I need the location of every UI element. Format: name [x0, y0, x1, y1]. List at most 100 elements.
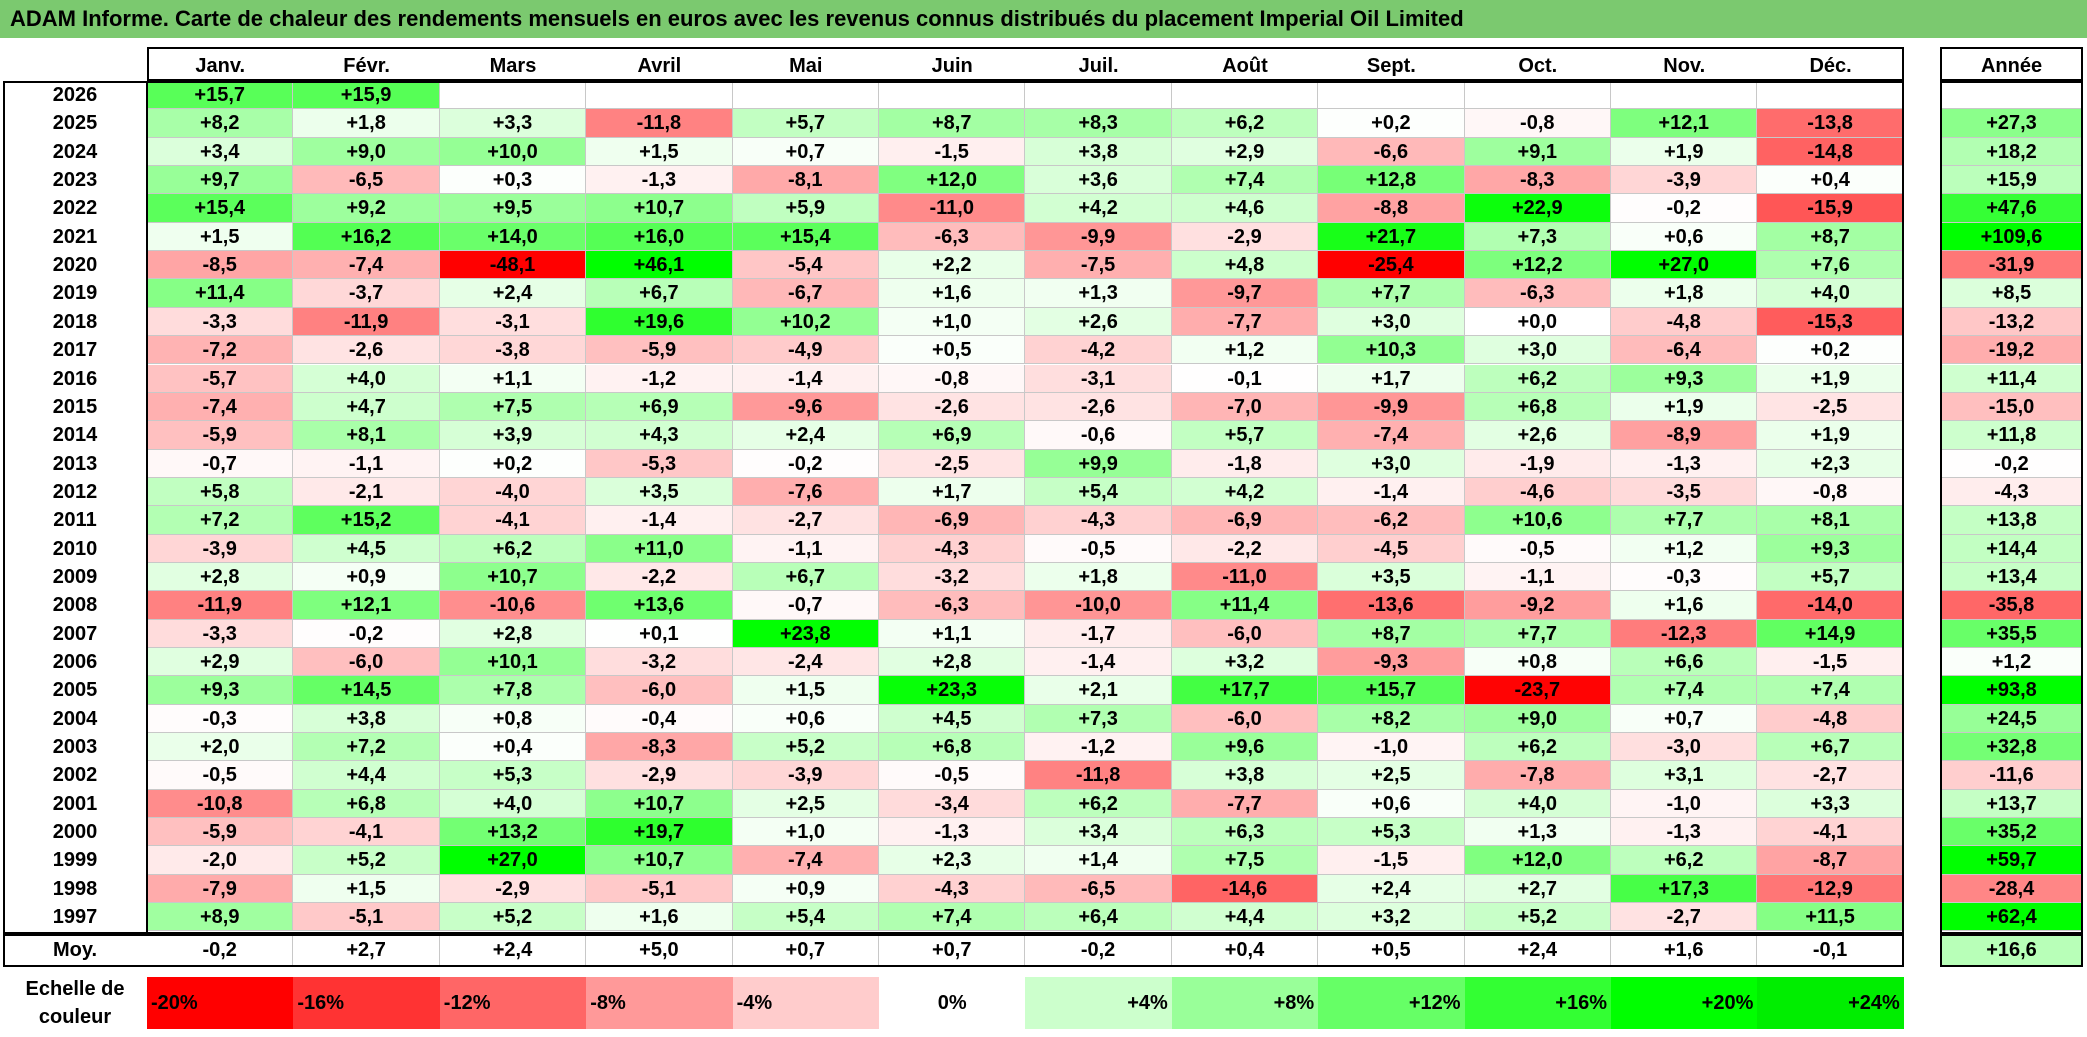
year-label: 2026 — [52, 84, 98, 106]
heatmap-cell: -11,9 — [293, 307, 440, 337]
heatmap-cell: +7,4 — [1611, 676, 1758, 705]
heatmap-cell: -4,8 — [1757, 704, 1904, 734]
average-cell: +2,4 — [1465, 935, 1611, 965]
annual-cell: +13,4 — [1940, 562, 2083, 592]
heatmap-cell: -23,7 — [1464, 676, 1611, 705]
heatmap-cell: +3,0 — [1318, 449, 1465, 478]
year-header: Année — [1940, 47, 2083, 81]
heatmap-cell — [439, 81, 587, 110]
heatmap-cell: -4,1 — [439, 506, 587, 535]
heatmap-cell: +6,4 — [1025, 903, 1172, 932]
heatmap-cell: -14,8 — [1757, 137, 1904, 167]
heatmap-cell: +2,5 — [732, 789, 879, 819]
heatmap-cell: +1,0 — [732, 818, 879, 847]
heatmap-cell: -1,7 — [1025, 619, 1172, 648]
heatmap-cell: -7,4 — [1318, 421, 1465, 450]
heatmap-cell: +6,2 — [1171, 109, 1319, 138]
heatmap-cell: +2,6 — [1025, 307, 1172, 337]
heatmap-cell: +0,7 — [1611, 704, 1758, 734]
heatmap-cell: +0,6 — [732, 704, 879, 734]
heatmap-cell: +1,6 — [1611, 591, 1758, 620]
heatmap-cell: -14,0 — [1757, 591, 1904, 620]
heatmap-cell: -9,6 — [732, 392, 879, 422]
heatmap-cell: -4,3 — [879, 874, 1026, 904]
heatmap-cell: +1,2 — [1171, 336, 1319, 365]
heatmap-cell: -4,9 — [732, 336, 879, 365]
heatmap-cell: -0,7 — [147, 449, 294, 478]
month-header: Juil. — [1025, 47, 1172, 81]
average-cell: -0,2 — [1025, 935, 1172, 965]
heatmap-cell: -2,7 — [1757, 761, 1904, 790]
heatmap-cell: +9,2 — [293, 194, 440, 223]
heatmap-cell: -12,9 — [1757, 874, 1904, 904]
heatmap-cell: +1,5 — [293, 874, 440, 904]
annual-cell: +11,8 — [1940, 421, 2083, 450]
heatmap-cell: +1,0 — [879, 307, 1026, 337]
heatmap-cell: -6,0 — [1171, 704, 1319, 734]
heatmap-cell: +7,2 — [293, 733, 440, 762]
year-label: 2019 — [52, 282, 98, 305]
heatmap-cell: +19,7 — [586, 818, 733, 847]
heatmap-cell: +1,6 — [586, 903, 733, 932]
heatmap-cell: -1,8 — [1171, 449, 1319, 478]
heatmap-cell: +6,2 — [1464, 364, 1611, 393]
heatmap-cell: -2,5 — [879, 449, 1026, 478]
heatmap-cell: -0,8 — [1464, 109, 1611, 138]
heatmap-cell: +4,5 — [293, 534, 440, 563]
color-scale-stop: +24% — [1757, 976, 1904, 1029]
heatmap-cell: -6,3 — [879, 591, 1026, 620]
heatmap-cell: +4,3 — [586, 421, 733, 450]
heatmap-cell: -1,4 — [586, 506, 733, 535]
year-label: 2020 — [52, 254, 98, 277]
chart-title: ADAM Informe. Carte de chaleur des rende… — [0, 0, 2087, 38]
heatmap-cell: +4,5 — [879, 704, 1026, 734]
heatmap-cell: -11,8 — [1025, 761, 1172, 790]
heatmap-cell: -0,2 — [732, 449, 879, 478]
heatmap-cell: +8,2 — [1318, 704, 1465, 734]
heatmap-cell: -0,7 — [732, 591, 879, 620]
heatmap-cell: -0,1 — [1171, 364, 1319, 393]
heatmap-cell — [1464, 81, 1611, 110]
average-label: Moy. — [52, 938, 98, 961]
heatmap-cell: +8,7 — [879, 109, 1026, 138]
year-label: 2004 — [52, 707, 98, 730]
heatmap-cell: -0,3 — [147, 704, 294, 734]
heatmap-cell: +0,6 — [1611, 222, 1758, 252]
heatmap-cell: +4,4 — [293, 761, 440, 790]
heatmap-cell: -1,1 — [1464, 562, 1611, 592]
annual-cell: -15,0 — [1940, 392, 2083, 422]
heatmap-cell: +6,2 — [439, 534, 587, 563]
heatmap-cell: -9,2 — [1464, 591, 1611, 620]
color-scale-stop: -8% — [586, 976, 733, 1029]
heatmap-cell: +12,1 — [1611, 109, 1758, 138]
heatmap-cell: +9,3 — [1611, 364, 1758, 393]
month-header: Févr. — [293, 47, 440, 81]
heatmap-cell: -2,2 — [586, 562, 733, 592]
heatmap-cell: +1,7 — [879, 477, 1026, 507]
heatmap-cell: +1,5 — [147, 222, 294, 252]
heatmap-cell: +2,8 — [879, 648, 1026, 677]
heatmap-cell: +1,9 — [1611, 137, 1758, 167]
heatmap-cell: -4,2 — [1025, 336, 1172, 365]
heatmap-cell: +27,0 — [1611, 251, 1758, 280]
color-scale-stop: -12% — [439, 976, 587, 1029]
annual-cell: -11,6 — [1940, 761, 2083, 790]
heatmap-cell: +1,5 — [586, 137, 733, 167]
heatmap-cell: +7,4 — [1171, 166, 1319, 195]
heatmap-cell: +0,3 — [439, 166, 587, 195]
heatmap-cell: -0,4 — [586, 704, 733, 734]
annual-cell: +47,6 — [1940, 194, 2083, 223]
heatmap-cell: +10,7 — [586, 194, 733, 223]
heatmap-cell: -2,0 — [147, 846, 294, 875]
heatmap-cell: +0,1 — [586, 619, 733, 648]
heatmap-cell: +0,6 — [1318, 789, 1465, 819]
heatmap-cell: -1,1 — [732, 534, 879, 563]
heatmap-cell: -2,5 — [1757, 392, 1904, 422]
heatmap-cell: -3,2 — [879, 562, 1026, 592]
heatmap-cell: -1,2 — [586, 364, 733, 393]
year-label: 2017 — [52, 339, 98, 362]
heatmap-cell: -0,6 — [1025, 421, 1172, 450]
heatmap-cell: +3,2 — [1318, 903, 1465, 932]
heatmap-cell: +0,2 — [439, 449, 587, 478]
heatmap-cell: +15,7 — [147, 81, 294, 110]
